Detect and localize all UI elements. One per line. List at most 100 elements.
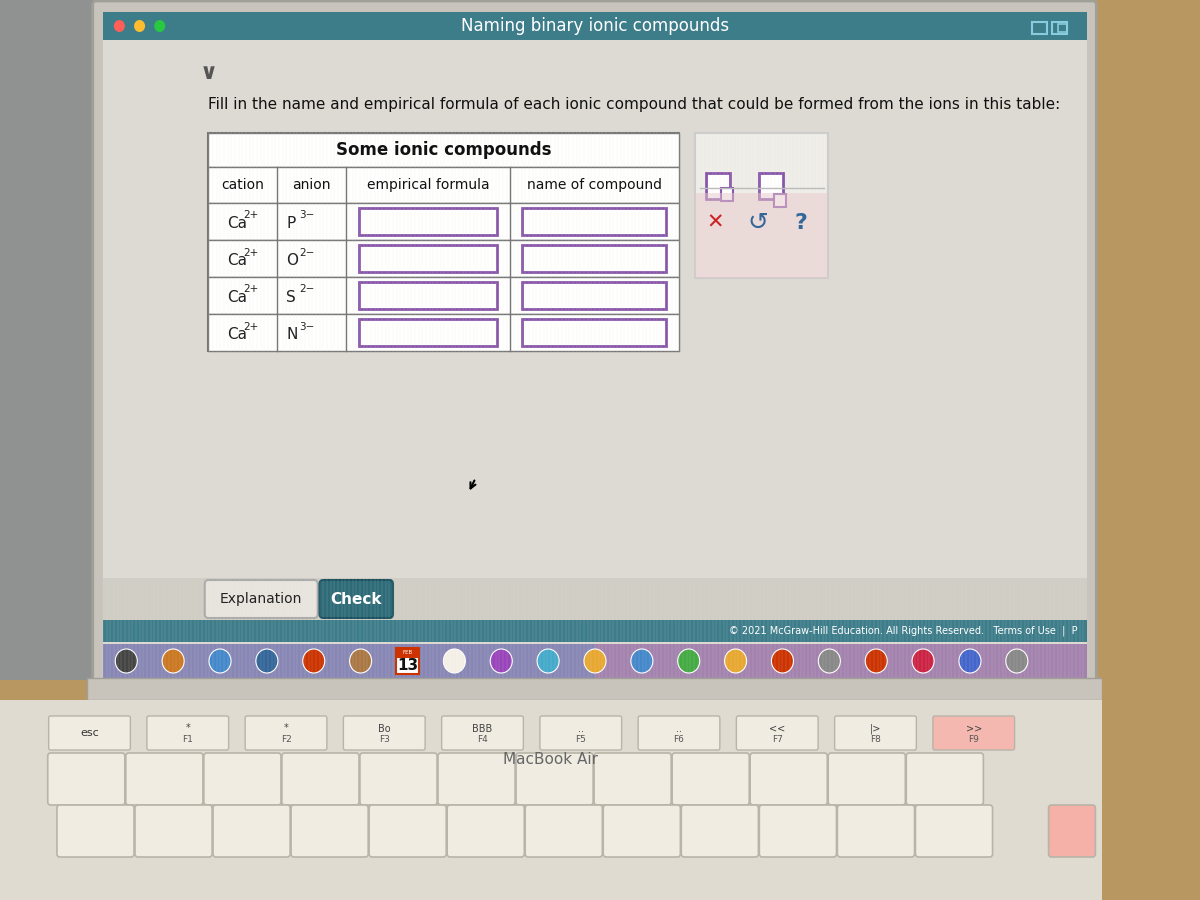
FancyBboxPatch shape [292,805,368,857]
Text: MacBook Air: MacBook Air [504,752,599,768]
Text: F5: F5 [575,735,586,744]
Bar [1057,24,1067,32]
Bar [209,133,678,167]
Bar [209,240,678,277]
Text: F7: F7 [772,735,782,744]
Text: Bo: Bo [378,724,390,733]
Text: ✕: ✕ [707,213,724,233]
Bar [359,319,497,346]
FancyBboxPatch shape [828,753,905,805]
FancyBboxPatch shape [516,753,593,805]
Text: Explanation: Explanation [220,592,302,606]
FancyBboxPatch shape [245,716,326,750]
Circle shape [584,649,606,673]
Bar [103,12,1087,678]
Text: ∨: ∨ [199,63,217,83]
Circle shape [302,649,325,673]
Text: *: * [185,724,190,733]
Text: empirical formula: empirical formula [366,178,490,192]
Text: anion: anion [293,178,331,192]
Bar [88,678,1102,700]
Circle shape [912,649,934,673]
FancyBboxPatch shape [214,805,290,857]
FancyBboxPatch shape [92,1,1097,689]
Circle shape [818,649,840,673]
Circle shape [959,649,980,673]
FancyBboxPatch shape [49,716,131,750]
FancyBboxPatch shape [319,580,392,618]
FancyBboxPatch shape [448,805,524,857]
Text: 13: 13 [397,659,418,673]
Bar [359,245,497,272]
Text: cation: cation [222,178,264,192]
Text: ..: .. [676,724,682,733]
FancyBboxPatch shape [360,753,437,805]
Bar [359,282,497,309]
Text: F9: F9 [968,735,979,744]
FancyBboxPatch shape [835,716,917,750]
Text: P: P [287,216,295,231]
Bar [595,644,1087,678]
Bar [396,648,420,674]
Text: Some ionic compounds: Some ionic compounds [336,141,551,159]
Text: F6: F6 [673,735,684,744]
FancyBboxPatch shape [282,753,359,805]
Text: 2−: 2− [299,284,314,294]
FancyBboxPatch shape [370,805,446,857]
Bar [760,173,784,199]
Circle shape [256,649,278,673]
Circle shape [396,649,419,673]
Text: F2: F2 [281,735,292,744]
Text: 2−: 2− [299,248,314,257]
FancyBboxPatch shape [1049,805,1096,857]
Bar [522,208,666,235]
Text: *: * [283,724,288,733]
FancyBboxPatch shape [838,805,914,857]
Bar [209,133,678,351]
Text: O: O [287,253,299,268]
Text: F4: F4 [478,735,488,744]
Circle shape [155,20,166,32]
Circle shape [491,649,512,673]
Circle shape [349,649,372,673]
Bar [774,194,786,207]
Text: S: S [287,290,296,305]
Circle shape [162,649,184,673]
Text: F1: F1 [182,735,193,744]
FancyBboxPatch shape [56,805,134,857]
Text: BBB: BBB [473,724,493,733]
FancyBboxPatch shape [682,805,758,857]
Circle shape [134,20,145,32]
Text: Check: Check [330,591,382,607]
Bar [209,167,678,203]
Text: 2+: 2+ [244,321,258,331]
Bar [103,620,1087,642]
Bar [721,188,733,201]
Text: 3−: 3− [299,211,314,220]
Text: FEB: FEB [402,651,413,655]
Text: Ca: Ca [227,290,247,305]
Bar [522,245,666,272]
Text: Ca: Ca [227,216,247,231]
FancyBboxPatch shape [204,753,281,805]
FancyBboxPatch shape [932,716,1014,750]
FancyBboxPatch shape [438,753,515,805]
Circle shape [631,649,653,673]
FancyBboxPatch shape [594,753,671,805]
Text: N: N [287,327,298,342]
FancyBboxPatch shape [343,716,425,750]
Text: Ca: Ca [227,253,247,268]
FancyBboxPatch shape [760,805,836,857]
Text: >>: >> [966,724,982,733]
Text: Naming binary ionic compounds: Naming binary ionic compounds [461,17,730,35]
Text: © 2021 McGraw-Hill Education. All Rights Reserved.   Terms of Use  |  P: © 2021 McGraw-Hill Education. All Rights… [730,626,1078,636]
Bar [695,193,828,278]
Text: Ca: Ca [227,327,247,342]
Bar [209,277,678,314]
Bar [0,700,1102,900]
Text: <<: << [769,724,785,733]
Circle shape [115,649,137,673]
Bar [396,648,420,658]
Circle shape [772,649,793,673]
Bar [1032,22,1046,34]
